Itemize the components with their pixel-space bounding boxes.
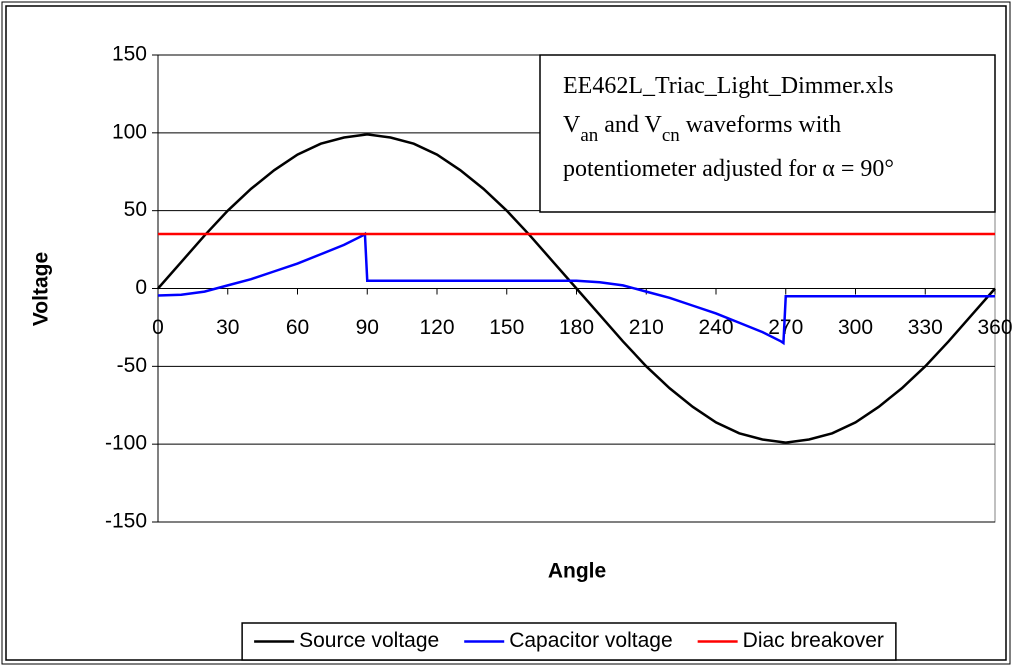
- y-tick-label: 0: [135, 276, 147, 299]
- annotation-run: potentiometer adjusted for α = 90°: [563, 156, 894, 182]
- x-axis-title: Angle: [548, 560, 606, 583]
- x-tick-label: 120: [419, 316, 454, 339]
- series-line: [157, 231, 995, 346]
- y-tick-label: -100: [105, 432, 147, 455]
- x-tick-label: 300: [838, 316, 873, 339]
- x-tick-label: 240: [698, 316, 733, 339]
- y-tick-label: 50: [124, 198, 147, 221]
- x-tick-label: 90: [356, 316, 379, 339]
- x-tick-label: 180: [559, 316, 594, 339]
- y-tick-label: 100: [112, 120, 147, 143]
- annotation-subscript: cn: [662, 125, 680, 146]
- annotation-run: V: [563, 112, 581, 138]
- legend-label: Capacitor voltage: [509, 629, 672, 652]
- x-tick-label: 360: [977, 316, 1012, 339]
- y-tick-label: 150: [112, 43, 147, 66]
- annotation-text: EE462L_Triac_Light_Dimmer.xls: [563, 73, 893, 99]
- x-tick-label: 330: [908, 316, 943, 339]
- annotation-run: and V: [598, 112, 662, 138]
- y-tick-label: -50: [117, 354, 147, 377]
- legend-label: Diac breakover: [743, 629, 884, 652]
- legend-label: Source voltage: [299, 629, 439, 652]
- annotation-text: Van and Vcn waveforms with: [563, 112, 841, 146]
- y-axis-title: Voltage: [30, 252, 53, 326]
- x-tick-label: 270: [768, 316, 803, 339]
- x-tick-label: 60: [286, 316, 309, 339]
- annotation-text: potentiometer adjusted for α = 90°: [563, 156, 894, 182]
- annotation-run: EE462L_Triac_Light_Dimmer.xls: [563, 73, 893, 99]
- series-line: [157, 133, 996, 444]
- annotation-subscript: an: [580, 125, 598, 146]
- legend-box: [241, 622, 897, 661]
- x-tick-label: 210: [629, 316, 664, 339]
- x-tick-label: 30: [216, 316, 239, 339]
- y-tick-label: -150: [105, 510, 147, 533]
- x-tick-label: 0: [152, 316, 164, 339]
- annotation-box: [539, 54, 996, 213]
- x-tick-label: 150: [489, 316, 524, 339]
- legend: Source voltage Capacitor voltage Diac brea…: [241, 622, 897, 661]
- annotation-run: waveforms with: [680, 112, 841, 138]
